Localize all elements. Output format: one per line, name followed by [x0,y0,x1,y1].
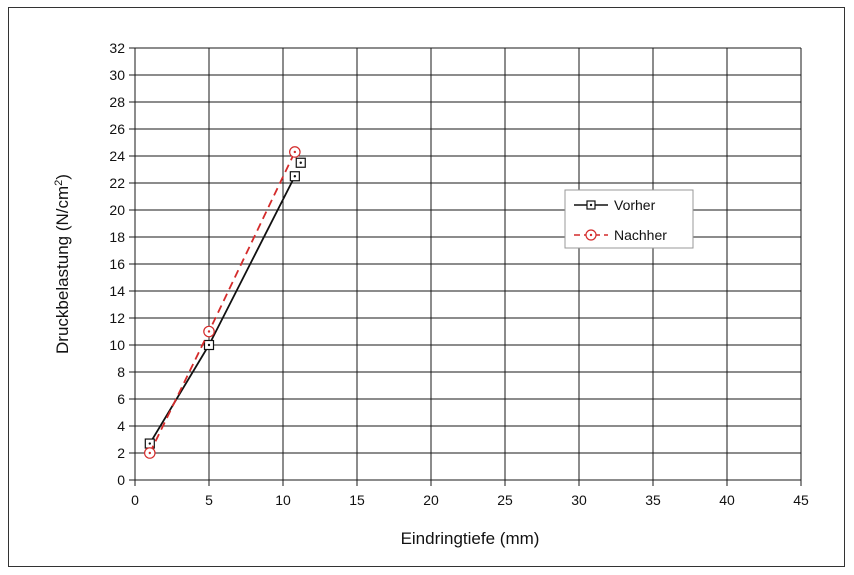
legend-item-vorher: Vorher [574,197,656,213]
y-tick-label: 2 [117,445,125,461]
x-tick-label: 20 [423,492,439,508]
y-tick-label: 30 [109,67,125,83]
grid [129,47,802,486]
y-tick-label: 28 [109,94,125,110]
y-tick-label: 20 [109,202,125,218]
legend-label-vorher: Vorher [614,197,656,213]
data-point-dot-vorher [293,175,297,178]
y-tick-label: 24 [109,148,125,164]
x-tick-label: 15 [349,492,365,508]
y-axis-label: Druckbelastung (N/cm2) [53,174,72,354]
y-axis-label-sup: 2 [53,180,65,186]
data-point-dot-nachher [148,451,151,455]
y-tick-label: 26 [109,121,125,137]
y-tick-label: 8 [117,364,125,380]
y-axis-label-end: ) [53,174,72,180]
y-tick-label: 16 [109,256,125,272]
series-line-vorher [149,175,296,445]
y-tick-label: 32 [109,40,125,56]
y-tick-label: 18 [109,229,125,245]
y-tick-label: 10 [109,337,125,353]
x-axis-label: Eindringtiefe (mm) [401,529,540,548]
y-tick-label: 0 [117,472,125,488]
x-tick-label: 0 [131,492,139,508]
y-tick-label: 6 [117,391,125,407]
y-tick-label: 14 [109,283,125,299]
x-tick-label: 45 [793,492,809,508]
legend-marker-dot-vorher [589,203,593,207]
x-tick-label: 30 [571,492,587,508]
y-tick-label: 22 [109,175,125,191]
data-point-dot-nachher [207,330,211,333]
tick-labels: 0 5 10 15 20 25 30 35 40 450246810121416182022242… [109,40,809,508]
legend-label-nachher: Nachher [614,227,667,243]
data-point-dot-vorher [299,161,302,164]
x-tick-label: 10 [275,492,291,508]
chart-frame [8,7,845,567]
data-point-dot-vorher [148,442,151,445]
legend-box [564,189,694,249]
x-tick-label: 5 [205,492,213,508]
x-tick-label: 25 [497,492,513,508]
y-tick-label: 4 [117,418,125,434]
legend-marker-dot-nachher [589,233,593,237]
x-tick-label: 40 [719,492,735,508]
legend-item-nachher: Nachher [574,227,667,243]
legend: Vorher Nachher [564,189,694,249]
series-layer [144,146,306,459]
y-tick-label: 12 [109,310,125,326]
y-axis-label-main: Druckbelastung (N/cm [53,186,72,354]
data-point-dot-vorher [207,343,211,347]
x-tick-label: 35 [645,492,661,508]
data-point-dot-nachher [293,150,297,154]
